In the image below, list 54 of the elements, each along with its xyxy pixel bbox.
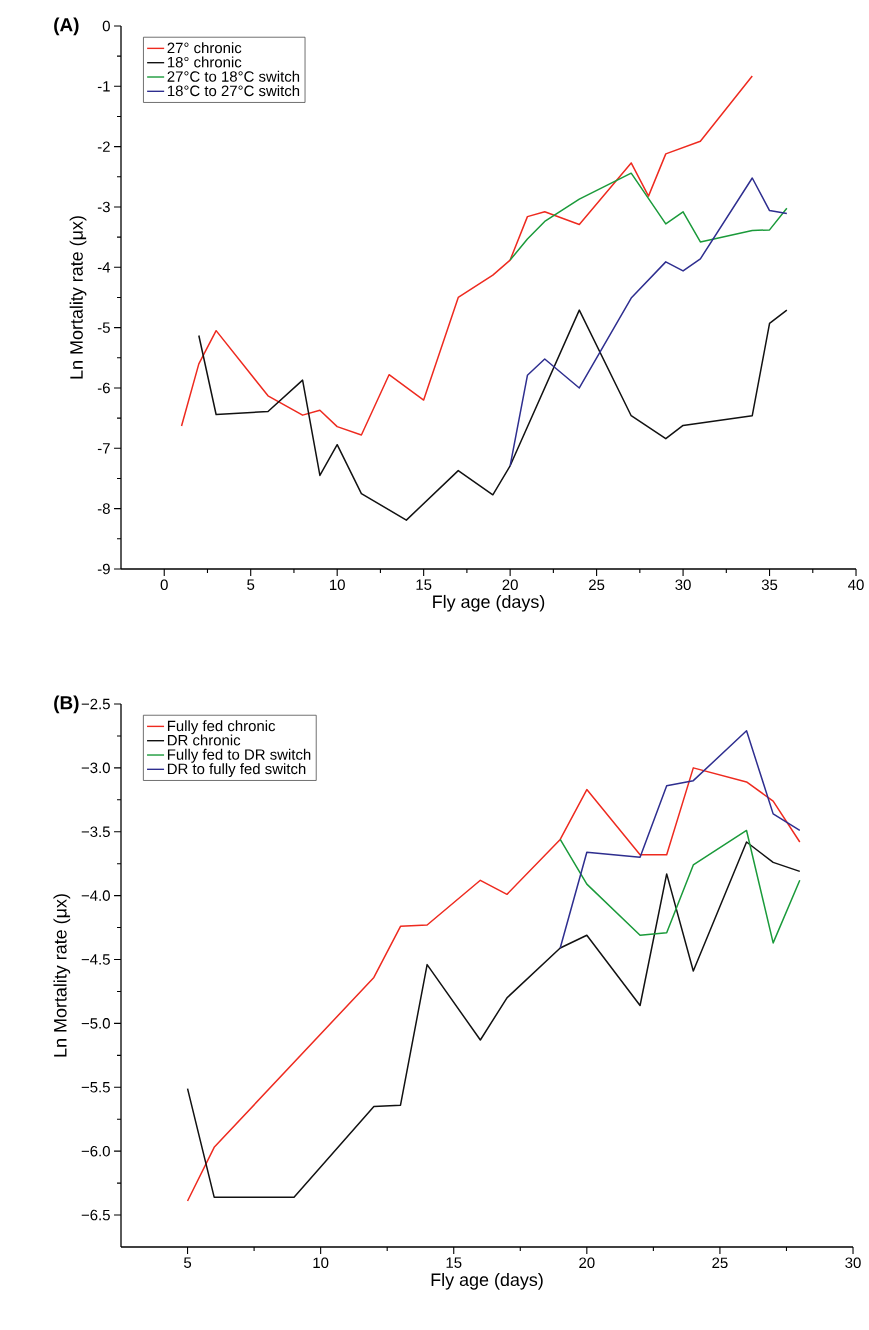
x-axis-title: Fly age (days) (431, 1272, 543, 1290)
y-tick-label: 0 (102, 20, 110, 32)
x-tick-label: 20 (579, 1257, 595, 1269)
legend-label: Fully fed chronic (167, 720, 276, 735)
x-tick-label: 15 (446, 1257, 462, 1268)
y-tick-label: -3 (97, 201, 110, 213)
x-tick-label: 5 (247, 579, 255, 590)
x-tick-label: 30 (675, 579, 691, 591)
chart-title: (A) (54, 17, 79, 36)
legend-label: DR chronic (167, 734, 241, 746)
y-tick-label: -1 (97, 81, 110, 92)
x-tick-label: 35 (761, 579, 778, 591)
x-tick-label: 30 (845, 1257, 861, 1269)
y-tick-label: −4.5 (81, 954, 110, 965)
x-tick-label: 5 (183, 1257, 192, 1268)
y-tick-label: −6.0 (81, 1145, 110, 1157)
y-tick-label: -6 (97, 382, 110, 394)
legend-label: 18°C to 27°C switch (167, 85, 300, 97)
y-tick-label: −3.0 (81, 762, 110, 774)
y-tick-label: −5.0 (81, 1018, 110, 1029)
x-tick-label: 20 (502, 579, 518, 591)
legend-label: 27° chronic (167, 42, 242, 54)
x-tick-label: 15 (416, 579, 432, 590)
line-series (559, 730, 801, 949)
x-tick-label: 10 (330, 579, 345, 591)
y-tick-label: −3.5 (81, 826, 110, 838)
line-series (198, 309, 788, 521)
x-tick-label: 25 (712, 1257, 728, 1269)
y-tick-label: −2.5 (81, 698, 110, 710)
line-series (509, 177, 788, 467)
y-tick-label: −6.5 (81, 1209, 110, 1221)
line-series (186, 841, 801, 1198)
x-axis-title: Fly age (days) (433, 594, 545, 612)
y-tick-label: -2 (97, 141, 110, 152)
y-axis-title: Ln Mortality rate (μx) (69, 216, 87, 379)
y-tick-label: -4 (97, 262, 111, 273)
y-tick-label: -7 (97, 443, 110, 454)
y-axis-title: Ln Mortality rate (μx) (53, 894, 71, 1057)
x-tick-label: 10 (313, 1257, 329, 1269)
chart-title: (B) (54, 695, 79, 714)
legend-label: 18° chronic (167, 56, 242, 68)
legend-label: DR to fully fed switch (167, 763, 306, 778)
x-tick-label: 0 (160, 579, 168, 591)
line-series (559, 829, 801, 944)
legend-label: 27°C to 18°C switch (167, 70, 300, 82)
x-tick-label: 40 (848, 579, 864, 591)
y-tick-label: −5.5 (81, 1082, 110, 1093)
y-tick-label: -5 (97, 322, 110, 333)
y-tick-label: -9 (97, 563, 110, 575)
x-tick-label: 25 (589, 579, 605, 591)
line-series (509, 172, 788, 261)
y-tick-label: −4.0 (81, 890, 110, 901)
legend-label: Fully fed to DR switch (167, 748, 311, 763)
y-tick-label: -8 (97, 503, 110, 514)
